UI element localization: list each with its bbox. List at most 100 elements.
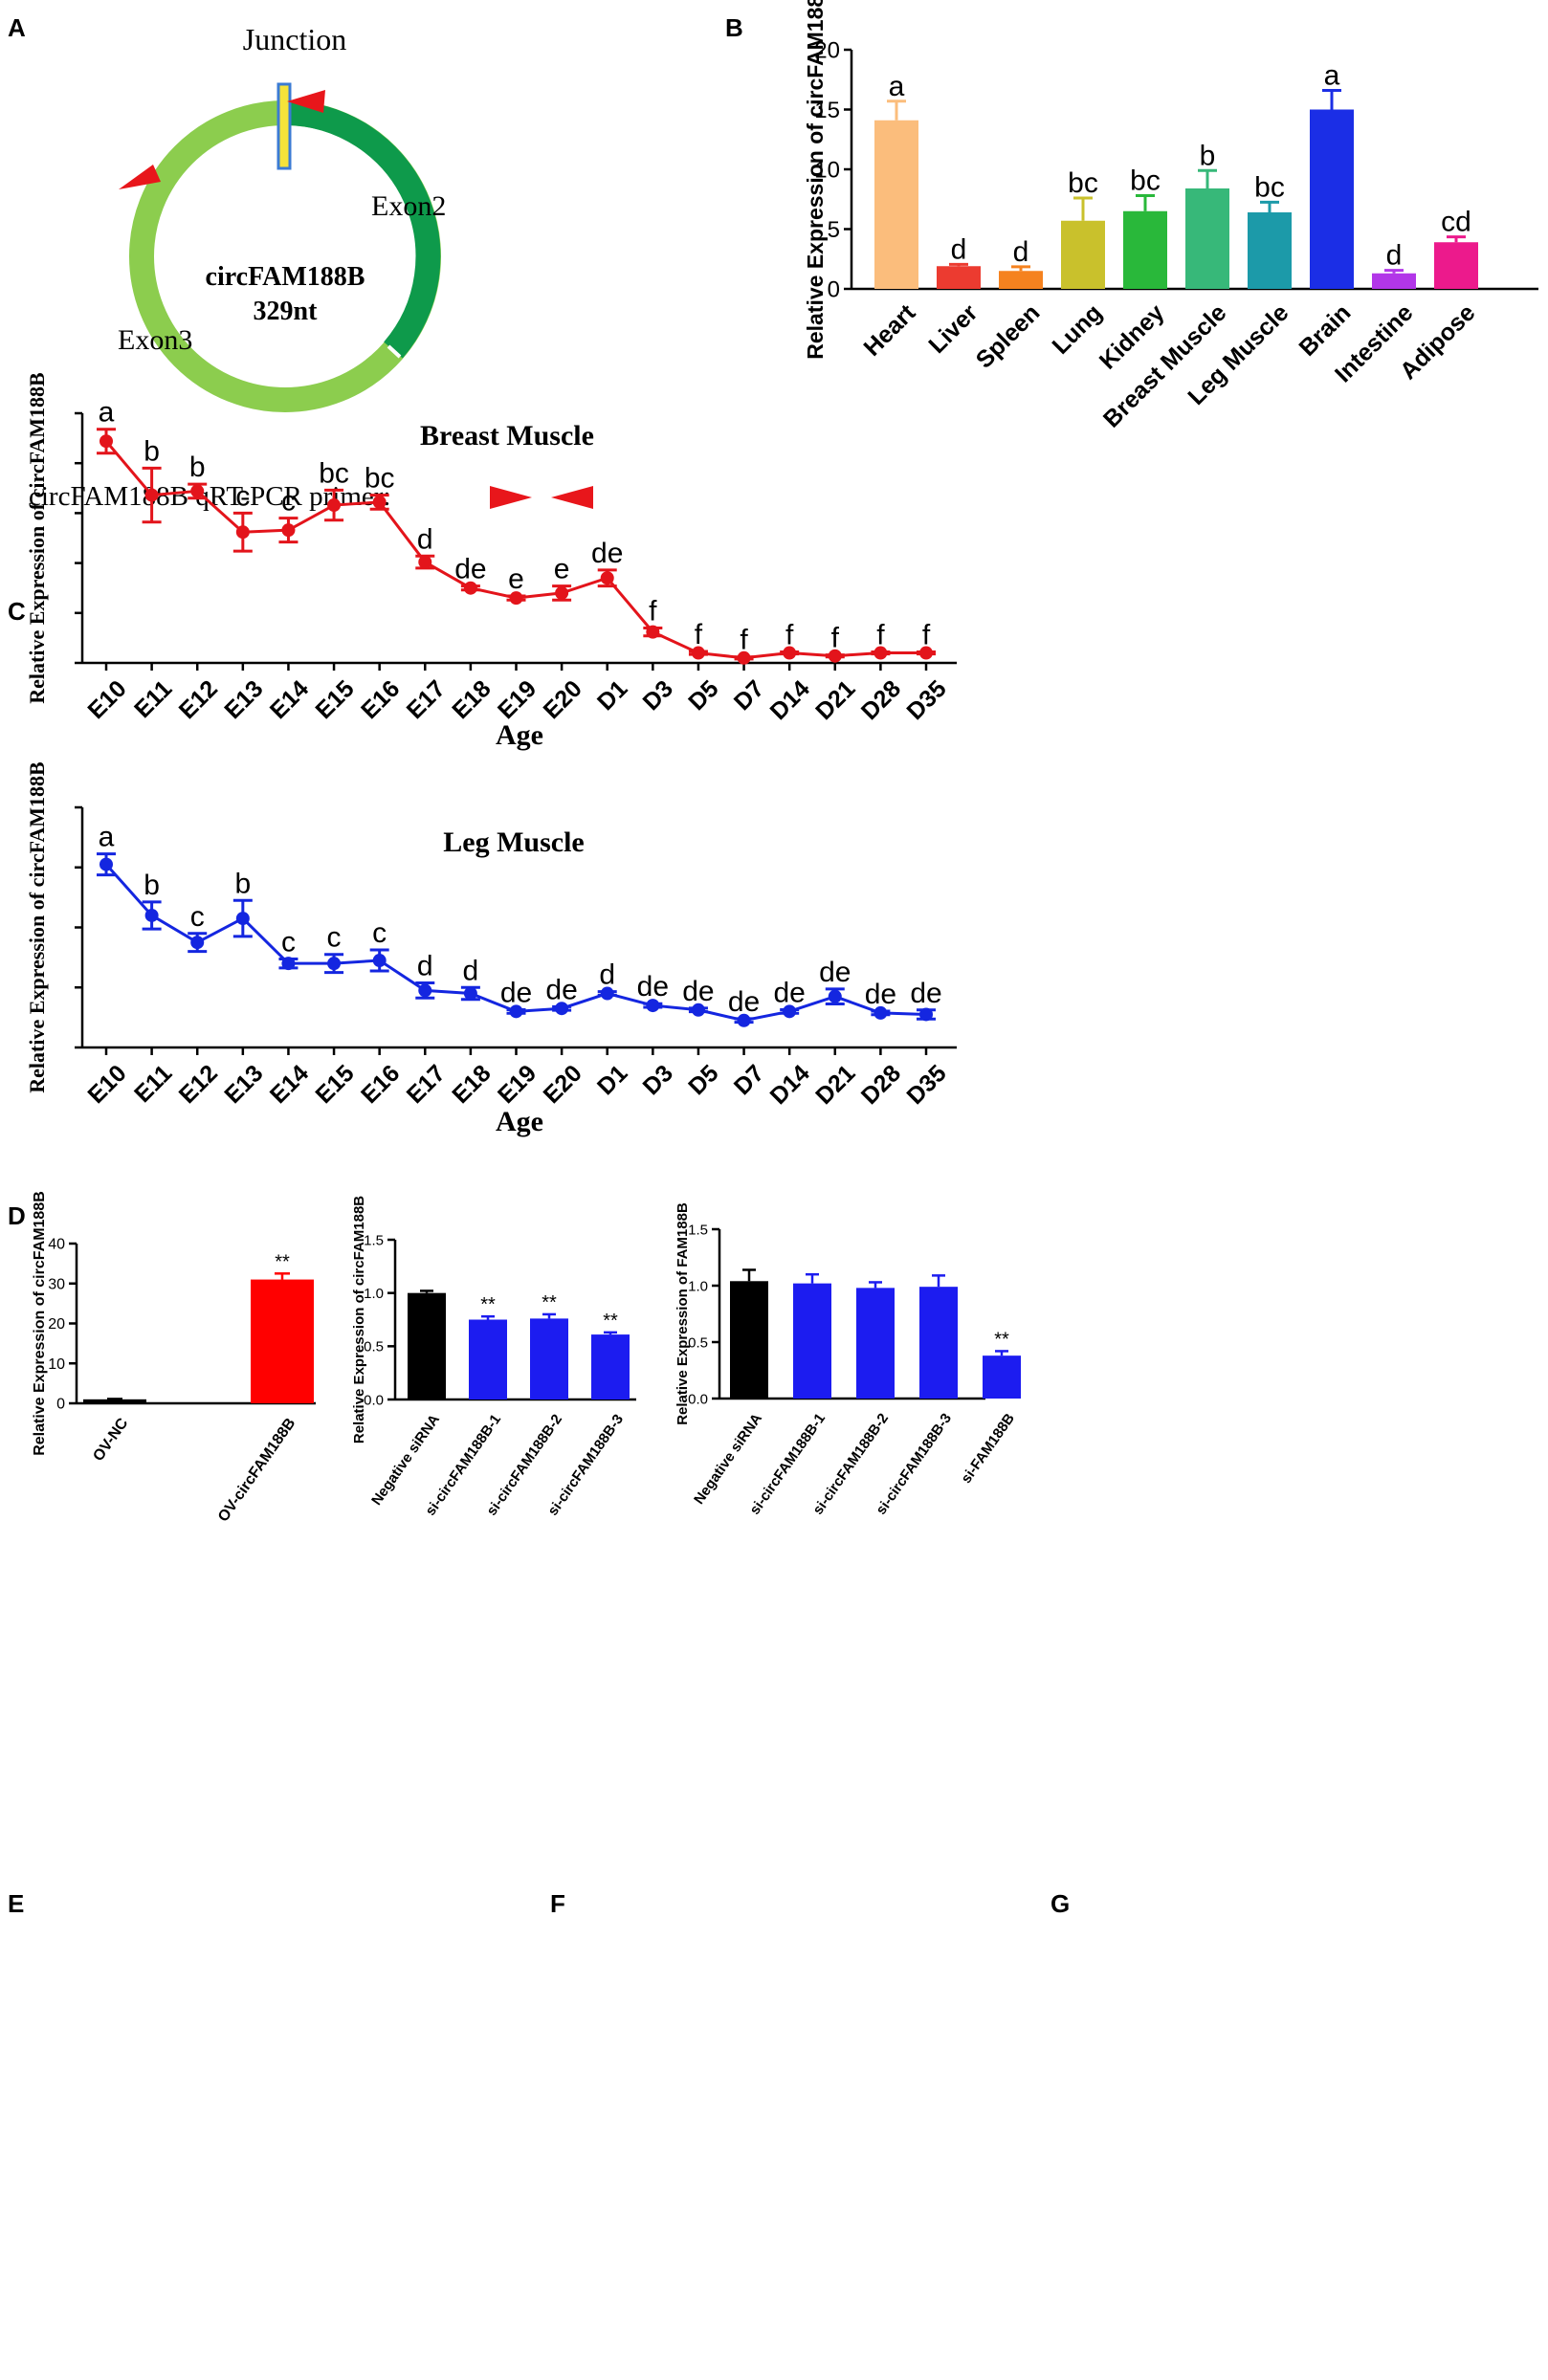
data-point (919, 646, 933, 660)
data-point (144, 488, 159, 502)
circ-name: circFAM188B (206, 262, 365, 292)
significance-label: f (695, 619, 703, 650)
data-point (418, 555, 432, 569)
data-point (555, 1002, 569, 1016)
y-tick-label: 1.5 (688, 1222, 708, 1238)
significance-label: c (190, 901, 205, 933)
data-point (874, 1005, 888, 1020)
data-point (828, 989, 842, 1003)
exon2-arc (284, 100, 441, 359)
significance-label: d (417, 523, 433, 555)
y-tick-label: 0.5 (364, 1339, 384, 1355)
y-tick-label: 10 (814, 157, 840, 183)
y-tick-label: 1.0 (688, 1278, 708, 1294)
y-axis-label: Relative Expression of circFAM188B (25, 761, 49, 1093)
data-point (509, 1004, 523, 1019)
panel-label-a: A (8, 13, 26, 42)
significance-label: ** (275, 1251, 290, 1272)
data-point (281, 523, 296, 538)
data-point (190, 936, 205, 950)
bar (530, 1318, 568, 1399)
y-tick-label: 2 (62, 0, 71, 4)
bar (1248, 212, 1292, 289)
data-point (418, 983, 432, 998)
significance-label: c (372, 917, 387, 949)
significance-label: c (235, 480, 250, 512)
data-point (737, 1013, 751, 1027)
y-axis-label: Relative Expression of FAM188B (674, 1202, 691, 1425)
panel-label-f: F (550, 1889, 565, 1918)
bar (1123, 210, 1167, 289)
y-tick-label: 0.0 (688, 1391, 708, 1407)
data-point (737, 650, 751, 665)
y-tick-label: 0 (62, 0, 71, 4)
bar (408, 1292, 446, 1399)
significance-label: b (144, 870, 160, 901)
bar (856, 1288, 895, 1399)
bar (251, 1279, 314, 1403)
significance-label: b (144, 435, 160, 467)
bar (1434, 242, 1478, 289)
significance-label: de (865, 979, 896, 1010)
bar (469, 1319, 507, 1399)
y-tick-label: 5 (828, 217, 840, 243)
data-point (874, 646, 888, 660)
y-tick-label: 15 (54, 0, 71, 4)
significance-label: f (649, 595, 657, 627)
significance-label: de (728, 986, 760, 1018)
bar (874, 120, 918, 289)
data-point (235, 525, 250, 540)
exon-boundary (387, 344, 402, 359)
data-point (600, 986, 614, 1001)
significance-label: f (785, 620, 794, 651)
data-point (555, 585, 569, 600)
primer-legend-arrow-right (490, 486, 532, 509)
significance-label: c (327, 922, 342, 954)
y-tick-label: 20 (814, 37, 840, 63)
significance-label: bc (1068, 167, 1098, 199)
bar (983, 1355, 1021, 1399)
significance-label: f (922, 620, 931, 651)
data-point (144, 908, 159, 922)
bar (591, 1334, 630, 1399)
significance-label: de (500, 977, 532, 1008)
significance-label: ** (480, 1294, 496, 1315)
significance-label: f (876, 620, 885, 651)
y-tick-label: 10 (48, 1356, 65, 1373)
significance-label: c (281, 486, 296, 518)
junction-marker (276, 82, 292, 170)
panel-label-c: C (8, 597, 26, 626)
data-point (691, 1003, 705, 1017)
significance-label: a (99, 822, 115, 853)
y-tick-label: 8 (62, 0, 71, 4)
significance-label: de (773, 977, 805, 1008)
data-point (646, 999, 660, 1013)
significance-label: bc (319, 457, 349, 489)
data-point (281, 957, 296, 971)
primer-arrow-forward (287, 90, 325, 113)
data-point (327, 957, 342, 971)
y-tick-label: 6 (62, 0, 71, 4)
significance-label: a (889, 71, 905, 102)
x-axis-label: Age (496, 719, 543, 751)
data-point (235, 912, 250, 926)
y-tick-label: 0.5 (688, 1334, 708, 1351)
significance-label: d (599, 959, 615, 991)
y-tick-label: 20 (54, 0, 71, 4)
data-point (919, 1007, 933, 1022)
y-axis-label: Relative Expression of circFAM188B (803, 0, 828, 360)
y-tick-label: 25 (54, 0, 71, 4)
data-point (463, 581, 477, 595)
significance-label: bc (365, 463, 395, 495)
bar (793, 1283, 831, 1399)
y-tick-label: 0 (828, 276, 840, 302)
y-axis-label: Relative Expression of circFAM188B (25, 372, 49, 704)
significance-label: d (1386, 240, 1403, 272)
data-point (327, 498, 342, 513)
significance-label: a (1324, 60, 1340, 92)
significance-label: de (454, 554, 486, 585)
data-point (190, 484, 205, 498)
y-tick-label: 0 (56, 1397, 65, 1413)
significance-label: ** (994, 1329, 1009, 1350)
